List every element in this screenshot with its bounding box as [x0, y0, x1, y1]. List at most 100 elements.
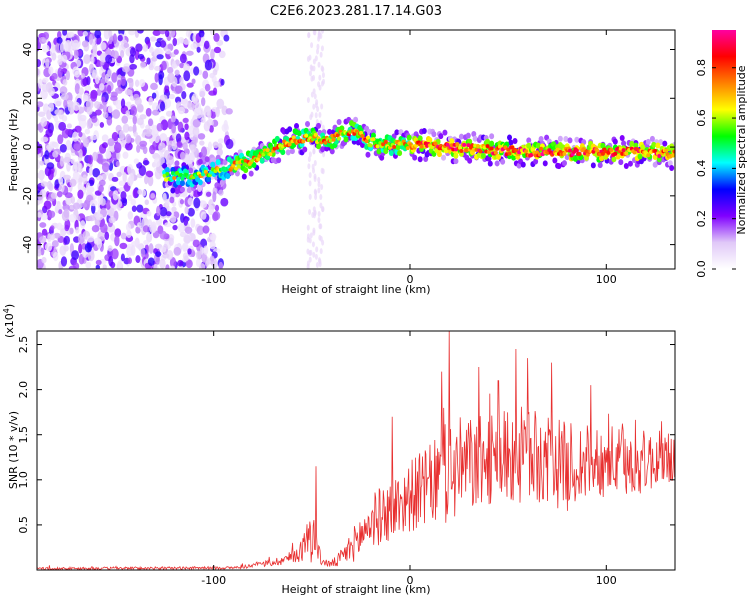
- spectrogram-cell: [49, 233, 56, 241]
- spectrogram-cell: [359, 130, 364, 135]
- spectrogram-cell: [82, 30, 88, 37]
- spectrogram-cell: [274, 135, 280, 142]
- spectrogram-cell: [632, 150, 637, 155]
- colorbar: 0.0 0.2 0.4 0.6 0.8 Normalized spectral ampl…: [695, 30, 748, 278]
- spectrogram-cell: [179, 180, 185, 187]
- spectrogram-cell: [214, 204, 220, 212]
- spectrogram-cell: [172, 224, 178, 231]
- spectrogram-cell: [315, 246, 319, 253]
- spectrogram-cell: [45, 128, 53, 138]
- spectrogram-cell: [316, 122, 322, 129]
- spectrogram-cell: [88, 215, 96, 222]
- spectrogram-cell: [73, 141, 82, 152]
- spectrogram-cell: [662, 140, 668, 147]
- spectrogram-cell: [63, 156, 71, 163]
- spectrogram-cell: [117, 260, 123, 269]
- spectrogram-frame: [36, 29, 676, 270]
- spectrogram-cell: [360, 134, 365, 139]
- spectrogram-cell: [181, 91, 187, 100]
- spectrogram-cell: [465, 132, 471, 139]
- spectrogram-cell: [59, 143, 67, 153]
- spectrogram-cell: [209, 241, 216, 250]
- spectrogram-cell: [154, 72, 159, 83]
- spectrogram-cell: [312, 227, 316, 234]
- spectrogram-cell: [312, 251, 316, 258]
- spectrogram-cell: [111, 248, 119, 260]
- spectrogram-cell: [140, 248, 146, 258]
- snr-x-tick-label: 0: [406, 574, 413, 587]
- spectrogram-cell: [183, 215, 189, 226]
- spectrogram-cell: [529, 152, 534, 157]
- spectrogram-cell: [352, 131, 357, 136]
- spectrogram-cell: [609, 148, 614, 153]
- spectrogram-cell: [137, 53, 145, 60]
- spectrogram-cell: [453, 158, 459, 165]
- spectrogram-cell: [159, 246, 167, 253]
- spectrogram-cell: [308, 180, 312, 187]
- spectrogram-cell: [313, 160, 317, 167]
- spectrogram-cell: [159, 258, 166, 269]
- spectrogram-cell: [72, 39, 80, 51]
- spectrogram-cell: [145, 170, 154, 178]
- spectrogram-cell: [56, 37, 63, 44]
- spectrogram-cell: [154, 90, 159, 101]
- spectrogram-cell: [192, 134, 199, 145]
- spectrogram-cell: [183, 234, 191, 244]
- spectrogram-cell: [209, 125, 214, 133]
- spectrogram-cell: [86, 119, 92, 130]
- colorbar-gradient: [712, 30, 736, 269]
- spectrogram-cell: [174, 160, 180, 167]
- spectrogram-cell: [70, 196, 76, 204]
- spectrogram-cell: [130, 245, 136, 256]
- spectrogram-cell: [209, 233, 217, 241]
- spectrogram-cell: [202, 225, 210, 234]
- spectrogram-cell: [77, 30, 85, 37]
- spectrogram-cell: [307, 163, 311, 170]
- spectrogram-cell: [309, 249, 313, 256]
- spectrogram-cell: [368, 143, 373, 148]
- spectrogram-cell: [119, 130, 125, 141]
- spectrogram-cell: [462, 142, 467, 147]
- spectrogram-cell: [92, 151, 98, 161]
- spectrogram-cell: [81, 174, 88, 185]
- spectrogram-cell: [147, 175, 154, 187]
- spectrogram-cell: [192, 119, 201, 128]
- spectrogram-cell: [133, 131, 138, 137]
- spectrogram-cell: [175, 179, 181, 186]
- spectrogram-cell: [417, 135, 423, 142]
- spectrogram-cell: [62, 174, 71, 180]
- spectrogram-cell: [197, 179, 203, 186]
- spectrogram-cell: [151, 102, 160, 111]
- spectrogram-cell: [72, 101, 81, 111]
- spectrogram-cell: [318, 111, 322, 118]
- spectrogram-cell: [199, 88, 206, 98]
- spectrogram-cell: [95, 109, 102, 116]
- spectrogram-cell: [146, 231, 151, 243]
- spectrogram-cell: [38, 169, 45, 181]
- spectrogram-cell: [125, 142, 133, 151]
- spectrogram-cell: [611, 156, 617, 163]
- spectrogram-cell: [74, 125, 82, 133]
- spectrogram-cell: [619, 134, 625, 141]
- spectrogram-cell: [487, 160, 493, 167]
- spectrogram-cell: [138, 79, 146, 88]
- spectrogram-cell: [172, 60, 177, 69]
- spectrogram-cell: [248, 170, 254, 177]
- spectrogram-cell: [209, 255, 215, 262]
- spectrogram-cell: [311, 212, 315, 219]
- spectrogram-cell: [37, 78, 43, 89]
- spectrogram-cell: [212, 191, 217, 203]
- spectrogram-cell: [179, 231, 187, 238]
- spectrogram-cell: [455, 142, 460, 147]
- spectrogram-cell: [314, 253, 318, 260]
- spectrogram-cell: [213, 169, 218, 174]
- spectrogram-cell: [99, 83, 105, 91]
- spectrogram-cell: [120, 50, 125, 58]
- spectrogram-cell: [191, 78, 196, 85]
- spectrogram-cell: [142, 146, 148, 155]
- spectrogram-cell: [136, 243, 144, 250]
- spectrogram-cell: [174, 170, 179, 175]
- spectrogram-cell: [127, 194, 133, 201]
- spectrogram-cell: [152, 30, 161, 37]
